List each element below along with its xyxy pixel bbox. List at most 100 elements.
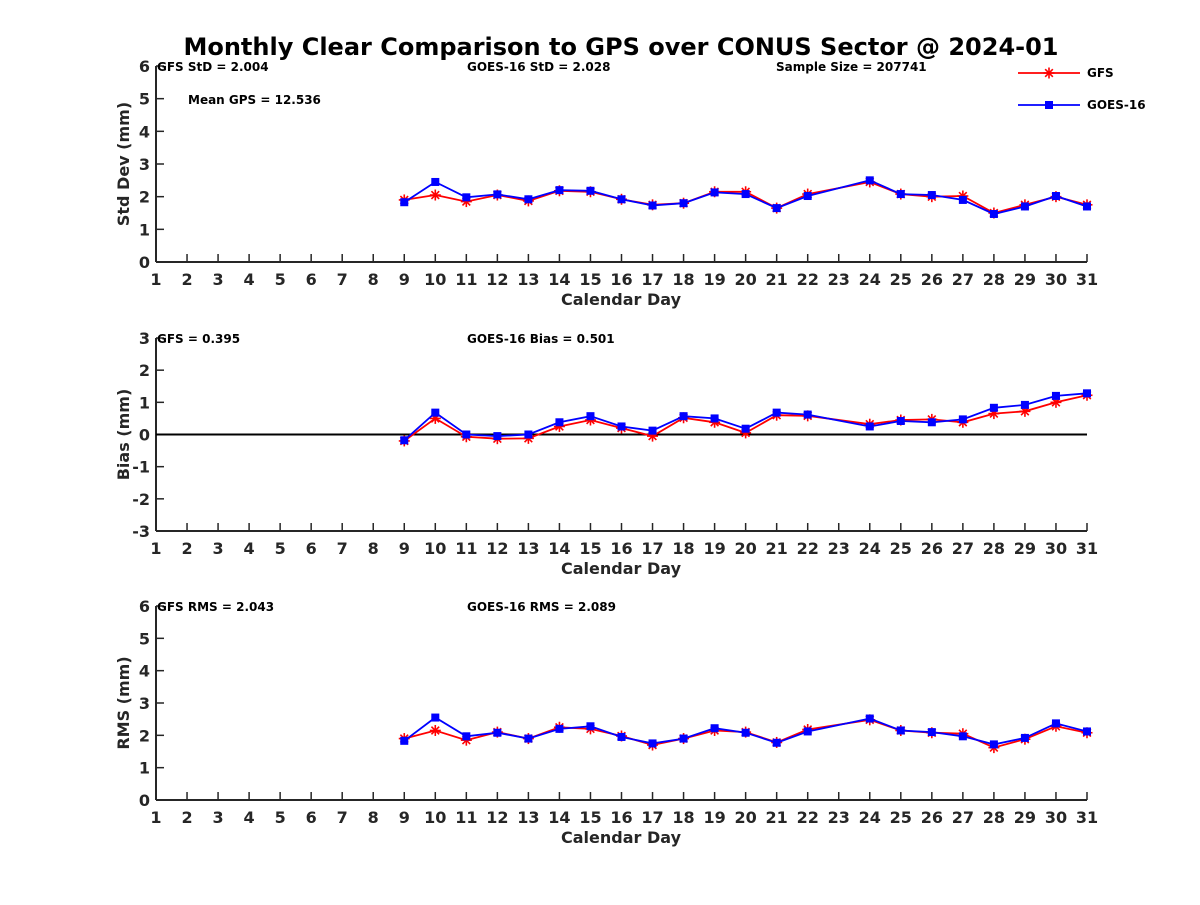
data-point — [865, 714, 874, 723]
data-point — [1083, 389, 1091, 398]
x-tick-label: 5 — [275, 539, 286, 558]
data-point — [462, 732, 471, 741]
x-tick-label: 12 — [486, 270, 508, 289]
y-tick-label: 0 — [139, 426, 150, 445]
x-tick-label: 2 — [181, 808, 192, 827]
data-point — [803, 192, 812, 201]
y-axis-label: Std Dev (mm) — [114, 102, 133, 226]
x-tick-label: 17 — [641, 539, 663, 558]
series-line — [403, 392, 1088, 441]
annotation-right: Sample Size = 207741 — [776, 60, 927, 74]
data-point — [710, 724, 719, 733]
x-tick-label: 20 — [735, 270, 757, 289]
data-point — [524, 734, 533, 743]
x-tick-label: 2 — [181, 539, 192, 558]
x-tick-label: 13 — [517, 270, 539, 289]
legend-label: GFS — [1087, 66, 1114, 80]
x-tick-label: 24 — [859, 270, 881, 289]
x-tick-label: 19 — [703, 539, 725, 558]
data-point — [1051, 719, 1060, 728]
y-tick-label: 6 — [139, 57, 150, 76]
x-tick-label: 7 — [337, 808, 348, 827]
series-gfs — [398, 389, 1093, 447]
x-tick-label: 19 — [703, 808, 725, 827]
y-tick-label: 1 — [139, 220, 150, 239]
data-point — [617, 732, 626, 741]
series-goes-16 — [400, 389, 1091, 445]
x-tick-label: 26 — [921, 808, 943, 827]
x-tick-label: 6 — [306, 270, 317, 289]
x-tick-label: 11 — [455, 539, 477, 558]
x-tick-label: 22 — [797, 270, 819, 289]
x-tick-label: 24 — [859, 539, 881, 558]
legend-marker — [1045, 101, 1053, 109]
y-tick-label: -3 — [132, 522, 150, 541]
x-tick-label: 9 — [399, 539, 410, 558]
data-point — [741, 728, 750, 737]
annotation-middle: GOES-16 Bias = 0.501 — [467, 332, 615, 346]
data-point — [617, 195, 626, 204]
data-point — [1020, 400, 1029, 409]
data-point — [431, 177, 440, 186]
data-point — [803, 727, 812, 736]
data-point — [927, 728, 936, 737]
x-tick-label: 22 — [797, 808, 819, 827]
data-point — [803, 410, 812, 419]
x-tick-label: 6 — [306, 539, 317, 558]
x-tick-label: 15 — [579, 270, 601, 289]
x-tick-label: 3 — [212, 539, 223, 558]
data-point — [462, 193, 471, 202]
x-tick-label: 27 — [952, 539, 974, 558]
x-tick-label: 25 — [890, 270, 912, 289]
data-point — [431, 408, 440, 417]
data-point — [710, 188, 719, 197]
x-tick-label: 3 — [212, 808, 223, 827]
x-tick-label: 25 — [890, 808, 912, 827]
x-tick-label: 21 — [766, 808, 788, 827]
data-point — [429, 189, 441, 201]
x-tick-label: 21 — [766, 270, 788, 289]
data-point — [648, 201, 657, 210]
x-tick-label: 18 — [672, 539, 694, 558]
y-tick-label: 5 — [139, 90, 150, 109]
x-tick-label: 25 — [890, 539, 912, 558]
data-point — [1051, 391, 1060, 400]
x-tick-label: 6 — [306, 808, 317, 827]
y-tick-label: 4 — [139, 662, 150, 681]
x-tick-label: 28 — [983, 808, 1005, 827]
x-tick-label: 19 — [703, 270, 725, 289]
data-point — [586, 412, 595, 421]
x-tick-label: 8 — [368, 808, 379, 827]
x-tick-label: 3 — [212, 270, 223, 289]
x-tick-label: 2 — [181, 270, 192, 289]
data-point — [524, 195, 533, 204]
y-tick-label: 3 — [139, 329, 150, 348]
x-tick-label: 30 — [1045, 270, 1067, 289]
data-point — [431, 713, 440, 722]
data-point — [896, 726, 905, 735]
x-tick-label: 9 — [399, 270, 410, 289]
x-tick-label: 18 — [672, 270, 694, 289]
data-point — [958, 732, 967, 741]
y-tick-label: -2 — [132, 490, 150, 509]
x-tick-label: 15 — [579, 539, 601, 558]
x-tick-label: 16 — [610, 808, 632, 827]
data-point — [710, 414, 719, 423]
x-tick-label: 13 — [517, 539, 539, 558]
series-goes-16 — [400, 176, 1091, 218]
x-tick-label: 23 — [828, 539, 850, 558]
data-point — [400, 198, 409, 207]
x-tick-label: 14 — [548, 539, 570, 558]
x-tick-label: 9 — [399, 808, 410, 827]
annotation-left: GFS = 0.395 — [157, 332, 240, 346]
x-tick-label: 4 — [244, 539, 255, 558]
y-tick-label: 2 — [139, 726, 150, 745]
x-tick-label: 4 — [244, 808, 255, 827]
x-tick-label: 22 — [797, 539, 819, 558]
annotation-mean: Mean GPS = 12.536 — [188, 93, 321, 107]
y-tick-label: 2 — [139, 188, 150, 207]
x-tick-label: 30 — [1045, 808, 1067, 827]
